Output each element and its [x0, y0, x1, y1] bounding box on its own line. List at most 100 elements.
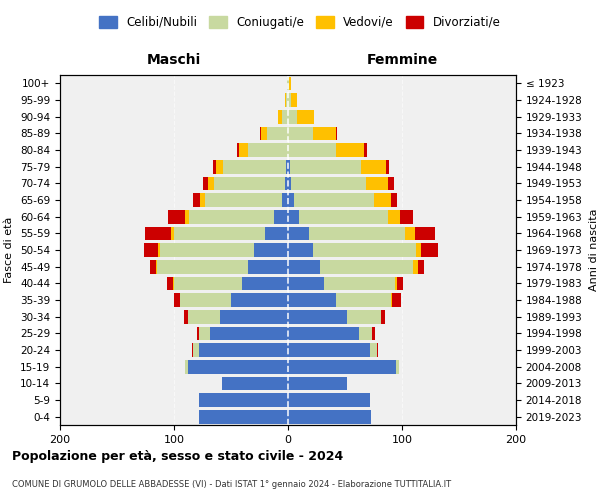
- Bar: [313, 243, 416, 257]
- Bar: [299, 210, 388, 224]
- Bar: [248, 260, 288, 274]
- Bar: [336, 293, 391, 307]
- Bar: [223, 160, 286, 173]
- Bar: [158, 243, 160, 257]
- Text: Popolazione per età, sesso e stato civile - 2024: Popolazione per età, sesso e stato civil…: [12, 450, 343, 463]
- Bar: [274, 210, 288, 224]
- Bar: [211, 326, 288, 340]
- Bar: [397, 360, 398, 374]
- Bar: [290, 160, 361, 173]
- Bar: [288, 76, 289, 90]
- Bar: [197, 326, 199, 340]
- Bar: [288, 210, 299, 224]
- Bar: [284, 93, 286, 107]
- Bar: [145, 243, 158, 257]
- Bar: [248, 143, 288, 157]
- Bar: [421, 243, 439, 257]
- Bar: [288, 376, 347, 390]
- Bar: [174, 276, 242, 290]
- Bar: [415, 226, 435, 240]
- Bar: [189, 210, 274, 224]
- Bar: [297, 110, 314, 124]
- Bar: [308, 226, 406, 240]
- Bar: [286, 93, 288, 107]
- Bar: [292, 93, 297, 107]
- Bar: [214, 176, 284, 190]
- Bar: [406, 226, 415, 240]
- Bar: [188, 310, 220, 324]
- Bar: [288, 360, 397, 374]
- Bar: [347, 310, 382, 324]
- Bar: [391, 293, 392, 307]
- Bar: [336, 143, 364, 157]
- Bar: [173, 276, 174, 290]
- Bar: [388, 210, 400, 224]
- Bar: [184, 310, 188, 324]
- Bar: [170, 226, 174, 240]
- Bar: [288, 160, 290, 173]
- Bar: [199, 343, 288, 357]
- Bar: [278, 110, 283, 124]
- Bar: [386, 160, 389, 173]
- Bar: [286, 160, 288, 173]
- Bar: [294, 193, 373, 207]
- Bar: [185, 360, 188, 374]
- Bar: [320, 260, 413, 274]
- Bar: [208, 176, 214, 190]
- Bar: [373, 193, 391, 207]
- Bar: [283, 193, 288, 207]
- Bar: [222, 376, 288, 390]
- Y-axis label: Fasce di età: Fasce di età: [4, 217, 14, 283]
- Bar: [199, 393, 288, 407]
- Bar: [283, 110, 288, 124]
- Text: Maschi: Maschi: [147, 53, 201, 67]
- Bar: [174, 293, 180, 307]
- Bar: [288, 193, 294, 207]
- Bar: [236, 143, 239, 157]
- Bar: [313, 126, 336, 140]
- Bar: [361, 160, 386, 173]
- Bar: [288, 126, 313, 140]
- Bar: [370, 343, 377, 357]
- Bar: [336, 126, 337, 140]
- Bar: [416, 243, 421, 257]
- Bar: [288, 326, 359, 340]
- Bar: [168, 210, 185, 224]
- Bar: [150, 260, 156, 274]
- Bar: [145, 226, 170, 240]
- Bar: [199, 326, 211, 340]
- Bar: [203, 176, 208, 190]
- Bar: [288, 410, 371, 424]
- Bar: [239, 143, 248, 157]
- Bar: [265, 226, 288, 240]
- Bar: [288, 143, 336, 157]
- Bar: [288, 293, 336, 307]
- Bar: [288, 343, 370, 357]
- Bar: [174, 226, 265, 240]
- Bar: [180, 293, 231, 307]
- Bar: [288, 276, 325, 290]
- Bar: [288, 110, 297, 124]
- Bar: [260, 126, 268, 140]
- Bar: [220, 310, 288, 324]
- Bar: [188, 360, 288, 374]
- Bar: [373, 326, 374, 340]
- Bar: [288, 176, 292, 190]
- Bar: [200, 193, 205, 207]
- Bar: [364, 143, 367, 157]
- Bar: [213, 160, 216, 173]
- Bar: [392, 293, 401, 307]
- Bar: [167, 276, 173, 290]
- Bar: [185, 210, 189, 224]
- Bar: [288, 260, 320, 274]
- Text: COMUNE DI GRUMOLO DELLE ABBADESSE (VI) - Dati ISTAT 1° gennaio 2024 - Elaborazio: COMUNE DI GRUMOLO DELLE ABBADESSE (VI) -…: [12, 480, 451, 489]
- Bar: [418, 260, 424, 274]
- Bar: [216, 160, 223, 173]
- Y-axis label: Anni di nascita: Anni di nascita: [589, 208, 599, 291]
- Bar: [288, 243, 313, 257]
- Bar: [397, 276, 403, 290]
- Bar: [199, 410, 288, 424]
- Bar: [289, 76, 292, 90]
- Bar: [160, 243, 254, 257]
- Bar: [400, 210, 413, 224]
